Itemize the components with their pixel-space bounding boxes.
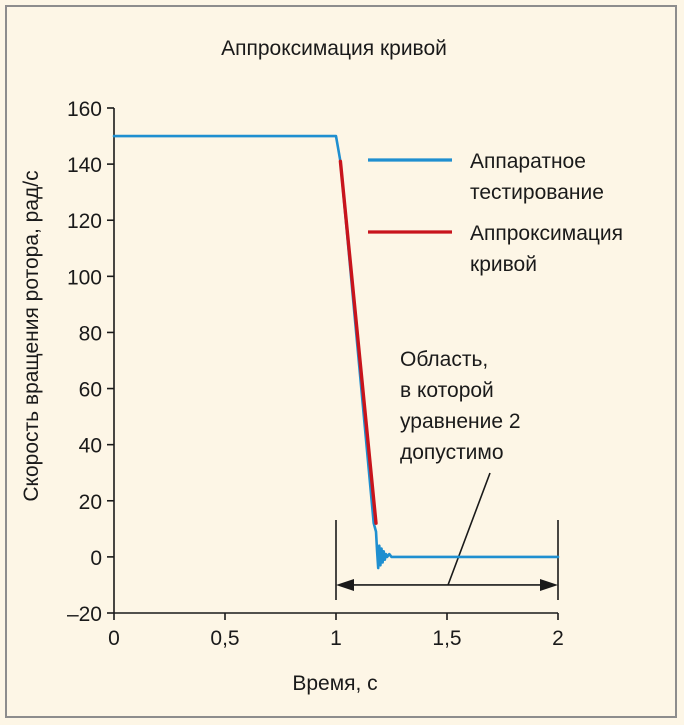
x-tick-label: 1 — [330, 627, 342, 650]
x-axis-label: Время, с — [292, 672, 377, 695]
region-arrowhead-right — [540, 578, 558, 591]
y-axis-label: Скорость вращения ротора, рад/с — [20, 170, 43, 501]
y-tick-label: 160 — [67, 98, 102, 121]
chart-title: Аппроксимация кривой — [221, 37, 447, 60]
x-tick-label: 1,5 — [432, 627, 461, 650]
y-tick-label: 40 — [79, 435, 102, 458]
y-tick-label: 20 — [79, 491, 102, 514]
x-tick-label: 0,5 — [210, 627, 239, 650]
annotation-text-line: уравнение 2 — [400, 410, 521, 433]
legend-label: Аппаратное — [470, 150, 586, 173]
y-tick-label: 100 — [67, 266, 102, 289]
annotation: Область, в которой уравнение 2 допустимо — [335, 348, 559, 600]
chart-frame — [5, 5, 677, 718]
annotation-text-line: Область, — [400, 348, 488, 371]
annotation-text-line: в которой — [400, 379, 494, 402]
x-tick-label: 0 — [108, 627, 120, 650]
legend-label: Аппроксимация — [470, 222, 623, 245]
y-tick-label: 120 — [67, 210, 102, 233]
series-lines — [112, 134, 560, 570]
region-arrowhead-left — [336, 578, 354, 591]
legend: Аппаратное тестирование Аппроксимация криво… — [368, 150, 623, 276]
y-tick-label: 60 — [79, 379, 102, 402]
x-tick-label: 2 — [552, 627, 564, 650]
y-tick-label: 140 — [67, 154, 102, 177]
y-tick-label: 80 — [79, 322, 102, 345]
annotation-text-line: допустимо — [400, 441, 504, 464]
annotation-pointer — [447, 472, 491, 586]
y-tick-label: 0 — [90, 547, 102, 570]
legend-label: кривой — [470, 253, 537, 276]
legend-label: тестирование — [470, 181, 604, 204]
y-tick-label: –20 — [67, 603, 102, 626]
series-curve-fit-line — [338, 159, 378, 525]
series-hardware-test-line — [112, 134, 560, 570]
ticks: 160 140 120 100 80 60 40 20 0 –20 0 0,5 1 1,5 2 — [67, 98, 564, 650]
